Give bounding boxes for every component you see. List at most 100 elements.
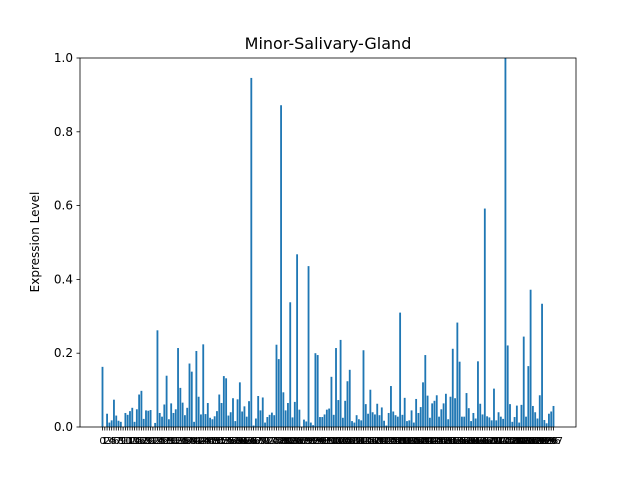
bar — [399, 312, 402, 427]
x-tick-label: 58 — [229, 436, 242, 447]
bar — [282, 392, 285, 427]
x-tick-label: 115 — [356, 436, 375, 447]
x-tick-label: 75 — [268, 436, 281, 447]
x-tick-label: 35 — [176, 436, 189, 447]
bar — [261, 397, 264, 427]
x-tick-label: 165 — [471, 436, 490, 447]
x-tick-label: 19 — [140, 436, 153, 447]
x-tick-label: 57 — [227, 436, 240, 447]
bar — [435, 395, 438, 427]
bar — [248, 401, 250, 427]
bar — [550, 411, 553, 427]
x-tick-label: 15 — [130, 436, 143, 447]
x-tick-label: 28 — [160, 436, 173, 447]
bar — [227, 415, 230, 427]
x-tick-label: 125 — [379, 436, 398, 447]
x-tick-label: 88 — [298, 436, 311, 447]
bar — [220, 403, 223, 427]
x-tick-label: 103 — [329, 436, 348, 447]
x-tick-label: 76 — [270, 436, 283, 447]
bar — [438, 416, 440, 427]
x-tick-label: 36 — [179, 436, 192, 447]
x-tick-label: 101 — [324, 436, 343, 447]
x-tick-label: 81 — [282, 436, 295, 447]
bar — [213, 416, 216, 427]
bar — [135, 409, 138, 427]
x-tick-label: 39 — [185, 436, 198, 447]
bar — [245, 416, 248, 427]
bar — [158, 412, 161, 427]
x-tick-label: 42 — [192, 436, 205, 447]
bar — [204, 414, 207, 427]
bar — [206, 403, 209, 427]
x-tick-label: 182 — [510, 436, 529, 447]
bar — [330, 376, 333, 427]
x-tick-label: 98 — [320, 436, 333, 447]
x-tick-label: 158 — [455, 436, 474, 447]
x-tick-label: 37 — [181, 436, 194, 447]
bar — [385, 425, 388, 427]
bar — [145, 410, 147, 427]
bar — [133, 421, 136, 427]
bar — [170, 403, 173, 427]
x-tick-label: 80 — [279, 436, 292, 447]
x-tick-label: 164 — [468, 436, 487, 447]
x-tick-label: 84 — [288, 436, 301, 447]
bar — [479, 403, 482, 427]
bar — [357, 419, 360, 427]
x-tick-label: 27 — [158, 436, 171, 447]
y-tick-label: 1.0 — [54, 51, 73, 65]
x-tick-label: 192 — [533, 436, 552, 447]
x-tick-label: 155 — [448, 436, 467, 447]
x-tick-label: 107 — [338, 436, 357, 447]
x-tick-label: 163 — [466, 436, 485, 447]
x-tick-label: 77 — [272, 436, 285, 447]
x-tick-label: 122 — [372, 436, 391, 447]
bar — [142, 418, 145, 427]
x-tick-label: 54 — [220, 436, 233, 447]
bar — [417, 412, 420, 427]
x-tick-label: 132 — [395, 436, 414, 447]
bar — [410, 410, 413, 427]
bar — [181, 402, 184, 427]
bar — [167, 419, 170, 427]
x-tick-label: 102 — [326, 436, 345, 447]
bar — [458, 361, 461, 427]
x-tick-label: 29 — [163, 436, 176, 447]
bar — [531, 405, 534, 427]
bar — [172, 412, 175, 427]
bar — [378, 415, 381, 427]
x-tick-label: 92 — [307, 436, 320, 447]
x-tick-label: 111 — [347, 436, 366, 447]
bar — [339, 339, 342, 427]
bar — [296, 254, 299, 427]
x-tick-label: 65 — [245, 436, 258, 447]
x-tick-label: 43 — [195, 436, 208, 447]
bar — [186, 407, 189, 427]
x-tick-label: 178 — [500, 436, 519, 447]
bar — [165, 375, 168, 427]
bar — [545, 423, 548, 427]
x-tick-label: 91 — [304, 436, 317, 447]
x-tick-label: 24 — [151, 436, 164, 447]
x-tick-label: 136 — [404, 436, 423, 447]
x-tick-label: 180 — [505, 436, 524, 447]
x-tick-label: 150 — [436, 436, 455, 447]
x-tick-label: 188 — [523, 436, 542, 447]
bar — [461, 416, 463, 427]
bar — [323, 414, 326, 427]
x-tick-label: 193 — [535, 436, 554, 447]
x-tick-label: 21 — [144, 436, 157, 447]
x-tick-label: 148 — [432, 436, 451, 447]
x-tick-label: 179 — [503, 436, 522, 447]
chart-title: Minor-Salivary-Gland — [245, 34, 412, 53]
x-tick-label: 31 — [167, 436, 180, 447]
x-tick-label: 137 — [407, 436, 426, 447]
x-tick-label: 112 — [349, 436, 368, 447]
x-tick-label: 134 — [400, 436, 419, 447]
x-tick-label: 16 — [133, 436, 146, 447]
bar — [209, 417, 212, 427]
x-tick-label: 128 — [386, 436, 405, 447]
x-tick-label: 64 — [243, 436, 256, 447]
